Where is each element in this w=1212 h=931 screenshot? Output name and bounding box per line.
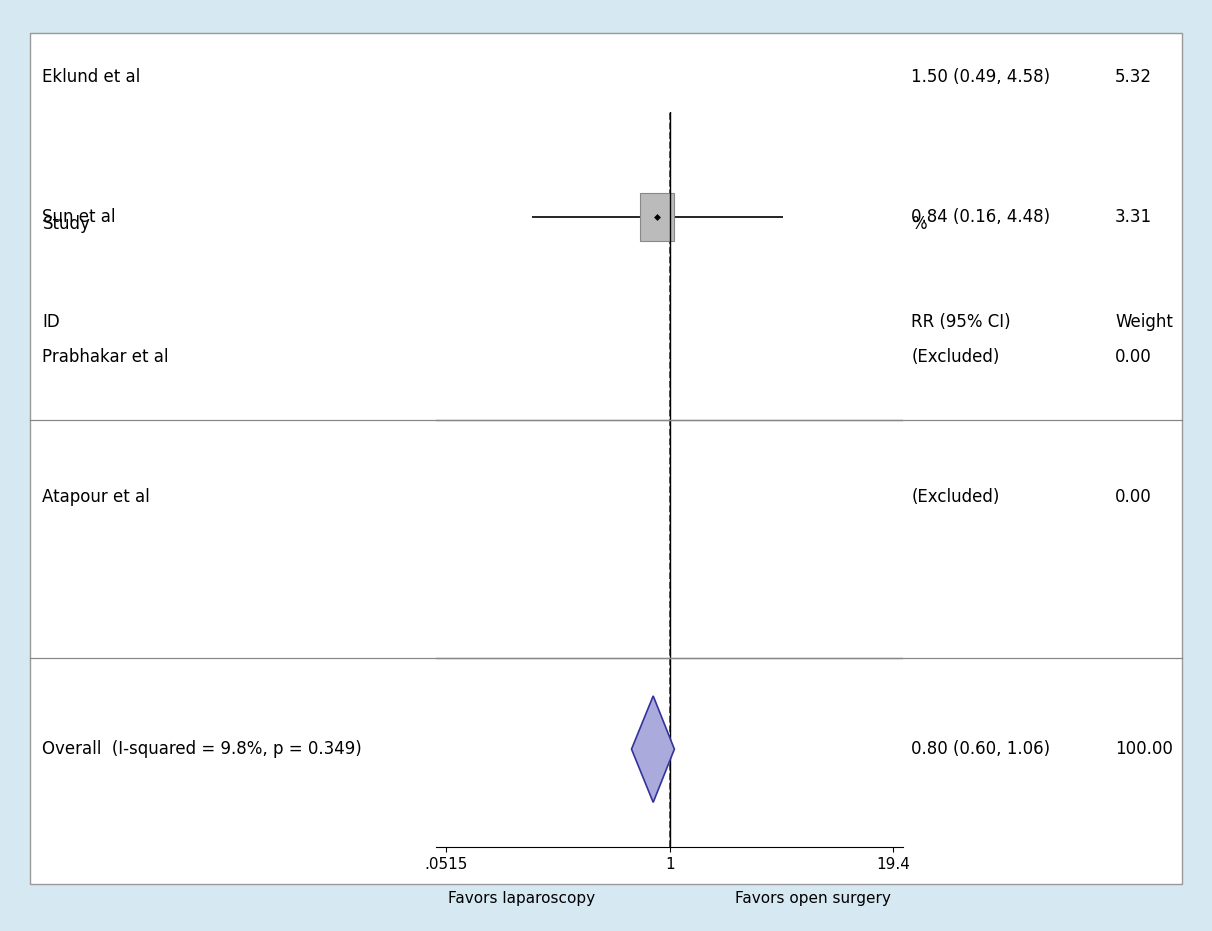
Text: Prabhakar et al: Prabhakar et al — [42, 348, 168, 366]
Text: ID: ID — [42, 313, 61, 331]
Text: 0.80 (0.60, 1.06): 0.80 (0.60, 1.06) — [911, 740, 1051, 758]
Text: 0.00: 0.00 — [1115, 348, 1151, 366]
Polygon shape — [631, 695, 674, 803]
Text: (Excluded): (Excluded) — [911, 488, 1000, 506]
Bar — [640, 193, 674, 241]
Text: %: % — [911, 215, 927, 233]
Text: Weight: Weight — [1115, 313, 1173, 331]
Text: 1.50 (0.49, 4.58): 1.50 (0.49, 4.58) — [911, 68, 1051, 86]
Text: 100.00: 100.00 — [1115, 740, 1173, 758]
Text: 5.32: 5.32 — [1115, 68, 1153, 86]
Text: Favors open surgery: Favors open surgery — [734, 891, 891, 906]
Text: Overall  (I-squared = 9.8%, p = 0.349): Overall (I-squared = 9.8%, p = 0.349) — [42, 740, 362, 758]
Text: 0.00: 0.00 — [1115, 488, 1151, 506]
Text: Favors laparoscopy: Favors laparoscopy — [448, 891, 595, 906]
Text: 0.84 (0.16, 4.48): 0.84 (0.16, 4.48) — [911, 208, 1051, 226]
Bar — [679, 48, 722, 105]
Text: RR (95% CI): RR (95% CI) — [911, 313, 1011, 331]
Text: (Excluded): (Excluded) — [911, 348, 1000, 366]
Text: Study: Study — [42, 215, 91, 233]
Text: 3.31: 3.31 — [1115, 208, 1153, 226]
Text: Atapour et al: Atapour et al — [42, 488, 150, 506]
Text: Eklund et al: Eklund et al — [42, 68, 141, 86]
Text: Sun et al: Sun et al — [42, 208, 116, 226]
